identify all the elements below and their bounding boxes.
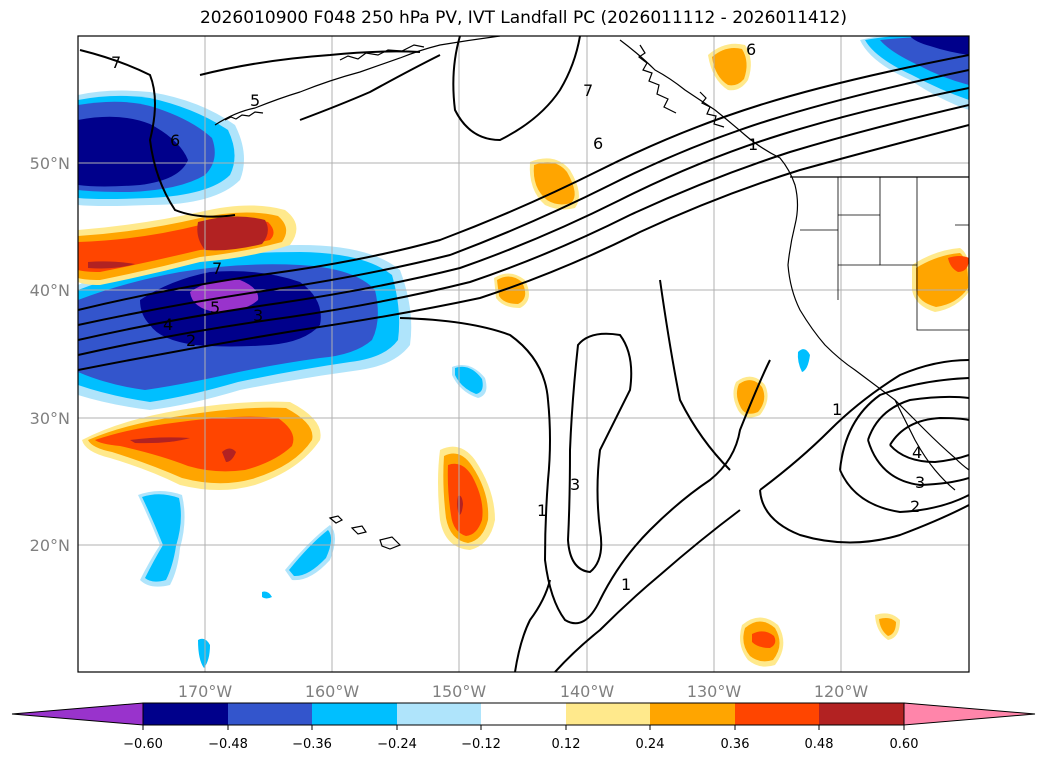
contour-label: 6 (593, 134, 603, 153)
lat-label-30n: 30°N (30, 409, 70, 428)
contour-label: 2 (186, 331, 196, 350)
colorbar-extend-left (11, 702, 144, 726)
contour-label: 4 (163, 315, 173, 334)
contour-label: 6 (170, 131, 180, 150)
lon-label-170w: 170°W (178, 682, 233, 701)
colorbar-tick-label: 0.24 (636, 737, 665, 752)
colorbar-tick-label: −0.60 (123, 737, 163, 752)
colorbar-segment (143, 703, 228, 725)
colorbar-segment (228, 703, 312, 725)
contour-label: 1 (832, 400, 842, 419)
contour-label: 1 (748, 135, 758, 154)
lon-label-160w: 160°W (305, 682, 360, 701)
contour-label: 6 (746, 40, 756, 59)
colorbar-segment (735, 703, 819, 725)
latitude-labels: 50°N 40°N 30°N 20°N (30, 154, 70, 555)
contour-label: 3 (253, 306, 263, 325)
colorbar: −0.60 −0.48 −0.36 −0.24 −0.12 0.12 0.24 … (11, 702, 1036, 752)
contour-label: 5 (210, 298, 220, 317)
contour-label: 7 (583, 81, 593, 100)
contour-label: 7 (111, 53, 121, 72)
lon-label-140w: 140°W (560, 682, 615, 701)
colorbar-tick-label: 0.12 (552, 737, 581, 752)
colorbar-segment (397, 703, 481, 725)
lat-label-50n: 50°N (30, 154, 70, 173)
ivt-contours (78, 36, 969, 672)
contour-label: 7 (212, 259, 222, 278)
contour-label: 1 (537, 501, 547, 520)
lat-label-40n: 40°N (30, 281, 70, 300)
colorbar-tick-label: 0.48 (805, 737, 834, 752)
contour-label: 3 (915, 473, 925, 492)
lon-label-150w: 150°W (432, 682, 487, 701)
colorbar-tick-label: 0.36 (721, 737, 750, 752)
colorbar-tick-label: −0.36 (292, 737, 332, 752)
colorbar-tick-label: −0.12 (461, 737, 501, 752)
colorbar-segment (481, 703, 566, 725)
colorbar-tick-label: −0.24 (377, 737, 417, 752)
longitude-labels: 170°W 160°W 150°W 140°W 130°W 120°W (178, 682, 869, 701)
colorbar-segment (650, 703, 735, 725)
colorbar-segment (566, 703, 650, 725)
lon-label-120w: 120°W (814, 682, 869, 701)
colorbar-extend-right (903, 702, 1036, 726)
contour-label: 5 (250, 91, 260, 110)
lon-label-130w: 130°W (687, 682, 742, 701)
contour-label: 1 (621, 575, 631, 594)
map-frame (77, 35, 970, 673)
contour-label: 3 (570, 475, 580, 494)
colorbar-tick-label: 0.60 (890, 737, 919, 752)
contour-labels: 7 5 6 6 7 6 7 5 4 3 2 1 3 1 1 1 2 3 4 (111, 40, 925, 594)
colorbar-tick-label: −0.48 (208, 737, 248, 752)
contour-label: 4 (912, 443, 922, 462)
colorbar-segment (312, 703, 397, 725)
colorbar-segment (819, 703, 904, 725)
map-title: 2026010900 F048 250 hPa PV, IVT Landfall… (199, 8, 847, 28)
lat-label-20n: 20°N (30, 536, 70, 555)
coastlines (214, 36, 969, 550)
gridlines (78, 36, 969, 672)
contour-label: 2 (910, 497, 920, 516)
